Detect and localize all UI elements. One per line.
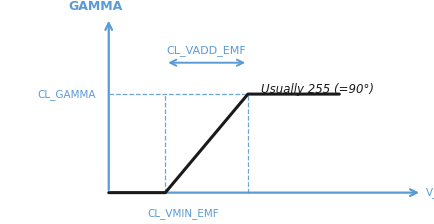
Text: GAMMA: GAMMA [69, 0, 122, 13]
Text: CL_VMIN_EMF: CL_VMIN_EMF [147, 208, 218, 219]
Text: Usually 255 (=90°): Usually 255 (=90°) [260, 83, 373, 96]
Text: CL_GAMMA: CL_GAMMA [37, 89, 95, 99]
Text: CL_VADD_EMF: CL_VADD_EMF [166, 45, 246, 56]
Text: V_ENC_MEAN: V_ENC_MEAN [425, 187, 434, 198]
